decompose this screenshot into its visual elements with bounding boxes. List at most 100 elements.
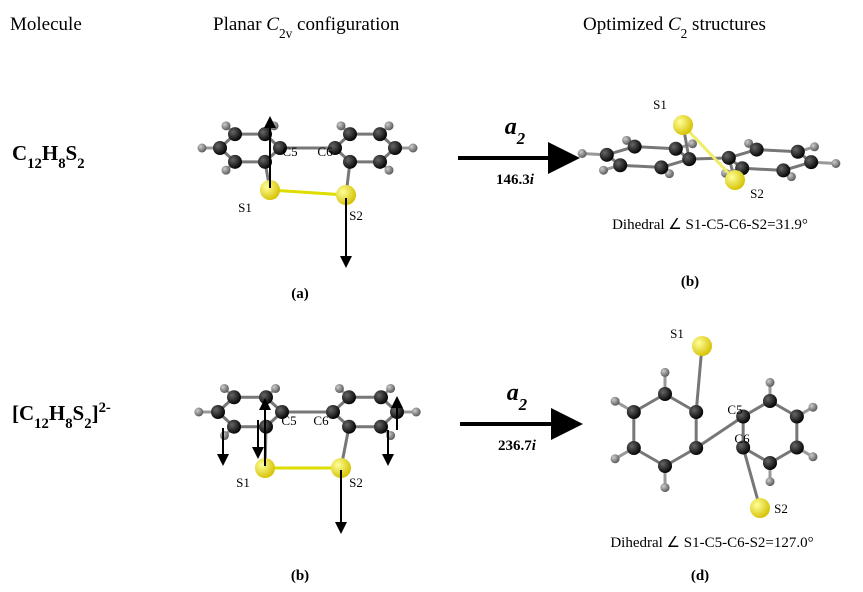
text: (b) — [291, 568, 309, 584]
atom — [374, 420, 388, 434]
text-part: 236.7 — [498, 438, 532, 454]
text-part: ] — [92, 401, 99, 425]
atom — [627, 405, 641, 419]
atom — [808, 403, 817, 412]
text-part: C — [12, 141, 27, 165]
text-part: H — [42, 141, 58, 165]
text-part: configuration — [292, 14, 400, 35]
atom — [689, 441, 703, 455]
text: Dihedral ∠ S1-C5-C6-S2=127.0° — [610, 535, 813, 551]
text-part: S — [73, 401, 85, 425]
atom — [271, 384, 280, 393]
atom — [374, 390, 388, 404]
atom — [766, 378, 775, 387]
atom — [661, 368, 670, 377]
atom — [628, 140, 642, 154]
text-part: 146.3 — [496, 172, 530, 188]
atom — [776, 163, 790, 177]
atom — [337, 121, 346, 130]
atom — [658, 387, 672, 401]
atom — [211, 405, 225, 419]
text-part: a — [507, 380, 519, 406]
text-part: 8 — [65, 416, 72, 432]
atom — [385, 166, 394, 175]
atom — [222, 166, 231, 175]
atom — [578, 149, 587, 158]
text: S2 — [774, 501, 788, 516]
atom — [228, 127, 242, 141]
text-part: 2- — [99, 400, 111, 416]
atom — [342, 390, 356, 404]
text-part: H — [49, 401, 65, 425]
atom — [682, 152, 696, 166]
text-part: S — [66, 141, 78, 165]
atom — [335, 384, 344, 393]
text: Dihedral ∠ S1-C5-C6-S2=31.9° — [612, 217, 808, 233]
atom — [791, 145, 805, 159]
text-part: 12 — [34, 416, 49, 432]
figure: MoleculePlanar C2v configurationOptimize… — [0, 0, 863, 592]
atom — [810, 142, 819, 151]
text: S2 — [750, 186, 764, 201]
text-part: a — [505, 114, 517, 140]
text-part: 2 — [518, 395, 527, 414]
atom — [409, 144, 418, 153]
atom — [790, 410, 804, 424]
atom — [766, 477, 775, 486]
text-part: C — [668, 14, 681, 35]
atom — [831, 159, 840, 168]
atom — [227, 390, 241, 404]
text: C6 — [734, 431, 750, 446]
atom — [373, 127, 387, 141]
atom — [669, 142, 683, 156]
text-part: C — [266, 14, 279, 35]
atom — [194, 408, 203, 417]
atom — [228, 155, 242, 169]
text: C5 — [282, 144, 297, 159]
atom — [763, 456, 777, 470]
text-part: [C — [12, 401, 34, 425]
atom — [692, 336, 712, 356]
text: S1 — [670, 326, 684, 341]
atom — [689, 405, 703, 419]
atom — [213, 141, 227, 155]
atom — [750, 498, 770, 518]
text: a2 — [507, 380, 527, 414]
atom — [613, 158, 627, 172]
atom — [627, 441, 641, 455]
atom — [725, 170, 745, 190]
atom — [790, 441, 804, 455]
text-part: i — [530, 172, 535, 188]
text: (b) — [681, 274, 699, 290]
atom — [342, 420, 356, 434]
atom — [763, 394, 777, 408]
text: S1 — [653, 97, 667, 112]
text: a2 — [505, 114, 525, 148]
text: Molecule — [10, 14, 82, 35]
text-part: i — [532, 438, 537, 454]
atom — [804, 155, 818, 169]
text-part: Optimized — [583, 14, 668, 35]
atom — [343, 155, 357, 169]
atom — [343, 127, 357, 141]
text: C5 — [727, 402, 742, 417]
text: C12H8S2 — [12, 141, 85, 172]
atom — [673, 115, 693, 135]
text: C5 — [281, 413, 296, 428]
text-part: 2 — [84, 416, 91, 432]
atom — [198, 144, 207, 153]
atom — [750, 143, 764, 157]
atom — [611, 397, 620, 406]
atom — [222, 121, 231, 130]
atom — [373, 155, 387, 169]
text: Optimized C2 structures — [583, 14, 766, 41]
text: (d) — [691, 568, 709, 584]
atom — [599, 166, 608, 175]
atom — [220, 384, 229, 393]
text-part: 2 — [77, 156, 84, 172]
text-part: 2 — [681, 26, 688, 41]
text-part: structures — [687, 14, 766, 35]
atom — [388, 141, 402, 155]
text: C6 — [313, 413, 329, 428]
text: S2 — [349, 208, 363, 223]
